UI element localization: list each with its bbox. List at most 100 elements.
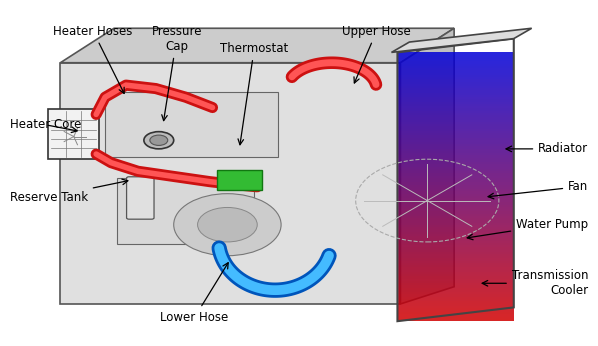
Bar <box>398 200 514 202</box>
Bar <box>398 55 514 57</box>
Bar <box>398 225 514 227</box>
Bar <box>398 238 514 240</box>
FancyBboxPatch shape <box>216 170 262 190</box>
Bar <box>398 315 514 317</box>
Bar <box>398 294 514 297</box>
Bar <box>398 178 514 180</box>
Bar <box>398 59 514 61</box>
Bar <box>398 236 514 238</box>
Bar <box>398 196 514 198</box>
Bar <box>398 164 514 167</box>
Text: Reserve Tank: Reserve Tank <box>10 179 128 204</box>
Bar <box>398 153 514 155</box>
Bar <box>398 193 514 196</box>
Bar <box>398 256 514 258</box>
Bar <box>398 140 514 142</box>
Bar <box>398 95 514 97</box>
Bar <box>398 220 514 222</box>
Bar <box>398 281 514 283</box>
Bar <box>398 218 514 220</box>
Polygon shape <box>60 28 454 63</box>
Text: Radiator: Radiator <box>506 142 588 155</box>
Bar <box>398 303 514 306</box>
Bar <box>398 64 514 66</box>
Text: Transmission
Cooler: Transmission Cooler <box>482 269 588 297</box>
Bar <box>398 113 514 115</box>
Bar <box>398 111 514 113</box>
Bar <box>398 167 514 169</box>
Circle shape <box>144 131 173 149</box>
Polygon shape <box>60 63 401 304</box>
Bar <box>398 106 514 108</box>
Bar <box>398 122 514 124</box>
Bar <box>398 129 514 131</box>
Bar <box>398 301 514 303</box>
Bar <box>398 52 514 55</box>
Bar <box>398 93 514 95</box>
Bar <box>398 124 514 126</box>
Bar <box>398 137 514 140</box>
Bar <box>398 84 514 86</box>
Bar <box>398 57 514 59</box>
Polygon shape <box>392 28 532 52</box>
Text: Thermostat: Thermostat <box>220 42 288 145</box>
Bar <box>398 261 514 263</box>
Text: Upper Hose: Upper Hose <box>342 25 411 83</box>
Bar <box>398 265 514 267</box>
Bar <box>398 274 514 276</box>
Bar <box>398 158 514 160</box>
Bar <box>398 151 514 153</box>
Bar <box>398 68 514 70</box>
Bar <box>398 272 514 274</box>
Text: Fan: Fan <box>488 180 588 199</box>
Bar <box>398 252 514 254</box>
Bar <box>398 299 514 301</box>
Bar <box>398 312 514 315</box>
Bar <box>398 126 514 129</box>
Bar <box>398 249 514 252</box>
Bar <box>398 142 514 144</box>
Bar <box>398 245 514 247</box>
Bar <box>398 102 514 104</box>
Bar <box>398 319 514 321</box>
Bar <box>398 187 514 189</box>
FancyBboxPatch shape <box>48 109 99 159</box>
Bar <box>398 247 514 249</box>
FancyBboxPatch shape <box>117 178 254 244</box>
Bar <box>398 175 514 178</box>
Bar <box>398 205 514 207</box>
Bar <box>398 108 514 111</box>
Bar <box>398 189 514 191</box>
FancyBboxPatch shape <box>105 92 278 157</box>
Bar <box>398 306 514 308</box>
Bar <box>398 229 514 231</box>
Bar <box>398 66 514 68</box>
Circle shape <box>173 194 281 256</box>
Text: Heater Core: Heater Core <box>10 118 81 133</box>
Bar <box>398 276 514 279</box>
Bar <box>398 75 514 77</box>
Text: Lower Hose: Lower Hose <box>160 263 228 324</box>
Circle shape <box>150 135 168 145</box>
Bar <box>398 202 514 205</box>
Bar <box>398 97 514 99</box>
Bar <box>398 267 514 270</box>
Bar <box>398 317 514 319</box>
Bar <box>398 180 514 182</box>
Bar <box>398 258 514 261</box>
Bar <box>398 61 514 64</box>
Bar <box>398 211 514 214</box>
Bar <box>398 209 514 211</box>
Bar <box>398 155 514 158</box>
Bar <box>398 285 514 288</box>
Bar <box>398 231 514 234</box>
Bar <box>398 86 514 88</box>
Bar <box>398 184 514 187</box>
Bar <box>398 214 514 216</box>
Text: Pressure
Cap: Pressure Cap <box>151 25 202 121</box>
Bar <box>398 227 514 229</box>
Bar <box>398 207 514 209</box>
Bar <box>398 144 514 146</box>
Bar <box>398 297 514 299</box>
Bar <box>398 77 514 79</box>
